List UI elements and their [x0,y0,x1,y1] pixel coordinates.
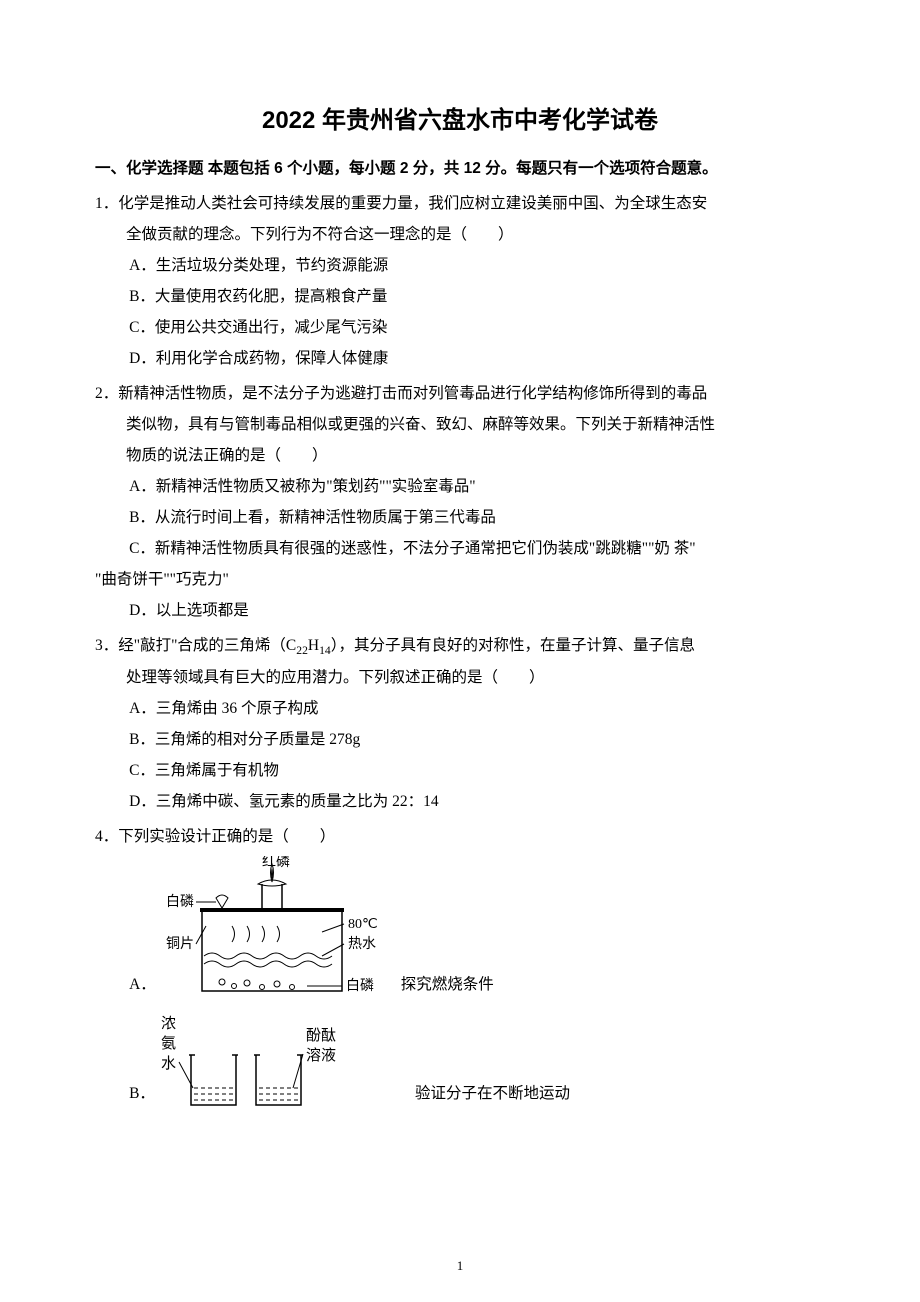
q2-stem-line2: 类似物，具有与管制毒品相似或更强的兴奋、致幻、麻醉等效果。下列关于新精神活性 [95,409,825,440]
q3-stem-line2: 处理等领域具有巨大的应用潜力。下列叙述正确的是（ ） [95,662,825,693]
q3-number: 3． [95,637,118,654]
q1-number: 1． [95,195,118,212]
q4-stem-text: 下列实验设计正确的是（ ） [118,828,335,845]
question-1: 1．化学是推动人类社会可持续发展的重要力量，我们应树立建设美丽中国、为全球生态安… [95,188,825,374]
q1-option-a: A．生活垃圾分类处理，节约资源能源 [95,250,825,281]
q1-stem-text1: 化学是推动人类社会可持续发展的重要力量，我们应树立建设美丽中国、为全球生态安 [118,195,707,212]
q4-number: 4． [95,828,118,845]
q4-figure-a-row: A． [95,856,825,1006]
fa-copper: 铜片 [166,936,194,952]
fb-right1: 酚酞 [306,1027,336,1044]
q3-mid: H [308,637,319,654]
q4-fig-a-label: A． [129,969,156,1006]
q4-figure-b-row: B． 浓 氨 水 酚酞 溶液 [95,1010,825,1115]
q3-option-b: B．三角烯的相对分子质量是 278g [95,724,825,755]
q3-option-d: D．三角烯中碳、氢元素的质量之比为 22：14 [95,786,825,817]
q2-option-a: A．新精神活性物质又被称为"策划药""实验室毒品" [95,471,825,502]
question-4: 4．下列实验设计正确的是（ ） A． [95,821,825,1115]
q3-option-a: A．三角烯由 36 个原子构成 [95,693,825,724]
fa-red-p: 红磷 [262,856,290,870]
q2-stem-line3: 物质的说法正确的是（ ） [95,440,825,471]
fa-hotwater: 热水 [348,936,376,952]
q4-fig-b-caption: 验证分子在不断地运动 [415,1078,570,1115]
question-2: 2．新精神活性物质，是不法分子为逃避打击而对列管毒品进行化学结构修饰所得到的毒品… [95,378,825,626]
q2-option-b: B．从流行时间上看，新精神活性物质属于第三代毒品 [95,502,825,533]
q3-stem-post: ），其分子具有良好的对称性，在量子计算、量子信息 [331,637,695,654]
fa-white-p1: 白磷 [166,894,194,910]
page-number: 1 [0,1258,920,1274]
question-3: 3．经"敲打"合成的三角烯（C22H14），其分子具有良好的对称性，在量子计算、… [95,630,825,817]
exam-title: 2022 年贵州省六盘水市中考化学试卷 [95,100,825,135]
q1-option-d: D．利用化学合成药物，保障人体健康 [95,343,825,374]
q4-fig-a-caption: 探究燃烧条件 [401,969,494,1006]
fb-left2: 氨 [161,1035,176,1052]
q1-stem-line2: 全做贡献的理念。下列行为不符合这一理念的是（ ） [95,219,825,250]
q2-stem-line1: 2．新精神活性物质，是不法分子为逃避打击而对列管毒品进行化学结构修饰所得到的毒品 [95,378,825,409]
q1-option-b: B．大量使用农药化肥，提高粮食产量 [95,281,825,312]
q3-sub2: 14 [319,644,331,657]
q4-stem: 4．下列实验设计正确的是（ ） [95,821,825,852]
q1-option-c: C．使用公共交通出行，减少尾气污染 [95,312,825,343]
q3-sub1: 22 [296,644,308,657]
q3-stem-line1: 3．经"敲打"合成的三角烯（C22H14），其分子具有良好的对称性，在量子计算、… [95,630,825,662]
fb-left3: 水 [161,1055,176,1072]
q2-option-c-line1: C．新精神活性物质具有很强的迷惑性，不法分子通常把它们伪装成"跳跳糖""奶 茶" [95,533,825,564]
q4-fig-b-svg: 浓 氨 水 酚酞 溶液 [161,1010,411,1115]
q2-option-d: D．以上选项都是 [95,595,825,626]
fb-right2: 溶液 [306,1047,336,1064]
section-heading: 一、化学选择题 本题包括 6 个小题，每小题 2 分，共 12 分。每题只有一个… [95,153,825,184]
q4-fig-a-svg: 红磷 白磷 铜片 80℃ 热水 白磷 [162,856,397,1006]
q4-fig-b-label: B． [129,1078,155,1115]
q1-stem-line1: 1．化学是推动人类社会可持续发展的重要力量，我们应树立建设美丽中国、为全球生态安 [95,188,825,219]
fa-temp: 80℃ [348,917,378,932]
fb-left1: 浓 [161,1015,176,1032]
q2-stem-text1: 新精神活性物质，是不法分子为逃避打击而对列管毒品进行化学结构修饰所得到的毒品 [118,385,707,402]
q3-stem-pre: 经"敲打"合成的三角烯（C [118,637,296,654]
q2-option-c-line2: "曲奇饼干""巧克力" [95,564,825,595]
q3-option-c: C．三角烯属于有机物 [95,755,825,786]
fa-white-p2: 白磷 [346,978,374,994]
q2-number: 2． [95,385,118,402]
